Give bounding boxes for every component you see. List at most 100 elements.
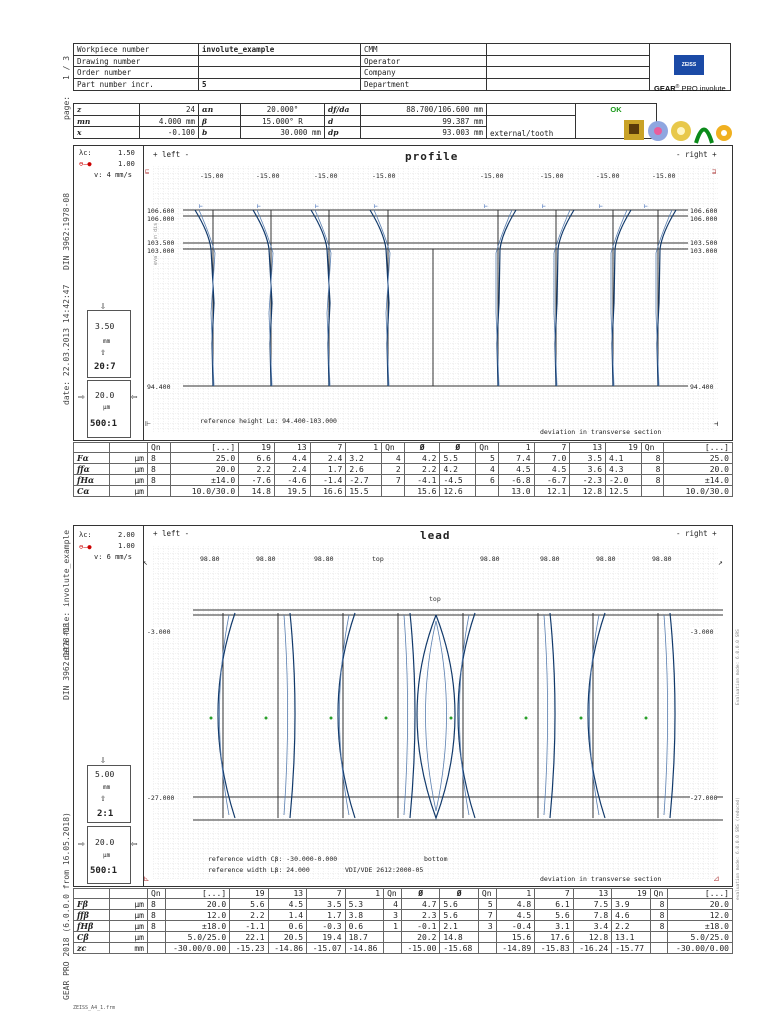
table-cell: ±18.0 — [667, 920, 733, 933]
table-cell: 4.4 — [273, 452, 311, 465]
scale-dev-unit: µm — [103, 404, 111, 411]
bottom-label: bottom — [424, 855, 448, 863]
marker-icon: ⊢ — [257, 203, 261, 210]
height-label-right: 94.400 — [690, 383, 714, 391]
table-cell: 8 — [649, 909, 669, 922]
din-standard-lead: DIN 3962:1978-08 — [62, 622, 71, 700]
table-cell: 4.5 — [533, 463, 571, 476]
table-cell: 8 — [147, 909, 166, 922]
table-cell: 8 — [147, 920, 166, 933]
table-cell: 8 — [147, 474, 171, 487]
gear-profile-icon: ⊑ — [145, 168, 150, 176]
lead-trace — [587, 612, 606, 819]
table-cell: 14.8 — [238, 485, 275, 498]
table-cell: -15.83 — [534, 942, 574, 955]
software-version: GEAR PRO 2018 (6.0.0.0 from 16.05.2018) — [62, 812, 71, 1000]
param-symbol: αn — [198, 103, 241, 116]
row-unit: µm — [109, 909, 148, 922]
row-symbol: fHα — [73, 474, 110, 487]
table-cell: 10.0/30.0 — [663, 485, 733, 498]
table-cell: 2.2 — [611, 920, 651, 933]
helix-icon: ↗ — [718, 558, 723, 567]
lead-standard: VDI/VDE 2612:2000-05 — [345, 866, 424, 874]
row-symbol: Cα — [73, 485, 110, 498]
table-cell: -15.07 — [306, 942, 346, 955]
status-ok: OK — [610, 105, 622, 115]
table-cell: 3.8 — [344, 909, 385, 922]
profile-trace — [553, 209, 571, 387]
table-cell: 12.0 — [164, 909, 231, 922]
height-label-left: 106.000 — [147, 215, 175, 223]
lead-trace — [663, 614, 668, 816]
table-cell: 4.5 — [497, 463, 535, 476]
lead-trace-center — [416, 614, 456, 820]
table-cell: 15.6 — [403, 485, 441, 498]
row-unit: µm — [109, 898, 148, 911]
scale-box-deviation — [87, 380, 131, 438]
table-cell: -15.68 — [439, 942, 479, 955]
lead-trace — [337, 612, 356, 819]
table-cell: 5.6 — [439, 909, 479, 922]
table-cell: -4.1 — [403, 474, 441, 487]
midpoint-marker — [329, 716, 333, 720]
midpoint-marker — [579, 716, 583, 720]
table-head-cell: Ø — [403, 441, 441, 454]
table-head-cell: 19 — [238, 441, 275, 454]
height-label-right: 106.600 — [690, 207, 718, 215]
table-row: ffα µm 8 20.0 2.2 2.4 1.7 2.6 2 2.2 4.2 4 4.5 4.5 3.6 4… — [73, 463, 733, 476]
table-head-cell: Qn — [640, 441, 665, 454]
table-cell — [477, 931, 497, 944]
din-standard-profile: DIN 3962:1978-08 — [62, 192, 71, 270]
table-cell: 25.0 — [663, 452, 733, 465]
table-cell: 2.1 — [439, 920, 479, 933]
table-cell — [147, 931, 166, 944]
row-symbol: zc — [73, 942, 110, 955]
table-cell: 7.0 — [533, 452, 571, 465]
table-cell — [475, 485, 499, 498]
param-value: -0.100 — [139, 126, 199, 140]
table-cell: 4.2 — [403, 452, 441, 465]
table-head-empty — [109, 441, 148, 454]
table-cell: 1.7 — [306, 909, 346, 922]
table-head-empty — [73, 887, 110, 900]
profile-trace — [252, 209, 273, 387]
scale-box-deviation — [87, 826, 131, 884]
grid — [153, 545, 718, 879]
table-head-cell: 19 — [611, 887, 651, 900]
speed-value: v: 4 mm/s — [94, 171, 132, 179]
row-unit: µm — [109, 920, 148, 933]
table-head-empty — [73, 441, 110, 454]
header-label: Drawing number — [73, 54, 199, 68]
page-number: 1 / 3 — [62, 55, 71, 80]
table-cell: 12.8 — [569, 485, 607, 498]
table-cell: 4.5 — [267, 898, 308, 911]
profile-trace — [256, 209, 274, 387]
footer-template: ZEISS_A4_1.frm — [73, 1005, 116, 1011]
marker-icon: ⊢ — [644, 203, 648, 210]
table-cell: 2.6 — [345, 463, 383, 476]
tooth-column-value: -15.00 — [596, 172, 620, 180]
lead-trace — [289, 612, 296, 819]
table-cell: -15.23 — [229, 942, 269, 955]
param-value: 88.700/106.600 mm — [360, 103, 487, 116]
table-head-cell: Qn — [649, 887, 669, 900]
table-cell: 12.6 — [439, 485, 477, 498]
profile-trace — [373, 209, 391, 387]
table-cell: 8 — [147, 452, 171, 465]
table-head-cell: 13 — [569, 441, 607, 454]
lead-trace — [549, 612, 556, 819]
table-cell: 5.6 — [534, 909, 574, 922]
table-head-cell: 1 — [344, 887, 385, 900]
table-cell: ±14.0 — [663, 474, 733, 487]
table-cell: 15.6 — [495, 931, 536, 944]
table-cell — [381, 485, 405, 498]
table-head-cell: Qn — [475, 441, 499, 454]
tooth-column-value: -15.00 — [372, 172, 396, 180]
table-cell: -7.6 — [238, 474, 275, 487]
lead-title: lead — [420, 529, 451, 542]
marker-icon: ⊢ — [484, 203, 488, 210]
table-head-cell: [...] — [663, 441, 733, 454]
table-head-cell: Qn — [147, 887, 166, 900]
table-cell: 17.6 — [534, 931, 574, 944]
table-cell: 4.8 — [495, 898, 536, 911]
